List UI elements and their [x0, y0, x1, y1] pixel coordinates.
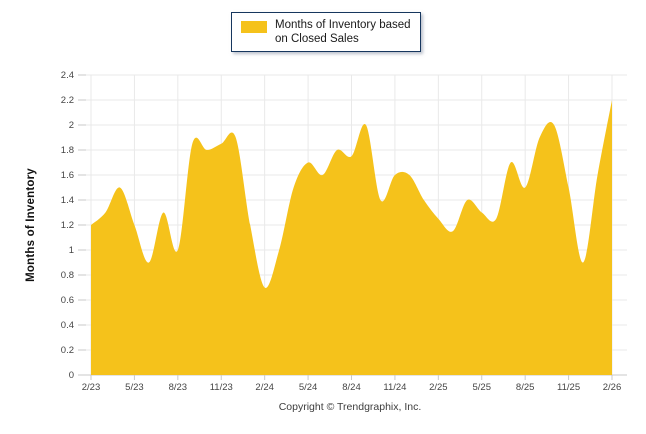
- legend-swatch-icon: [241, 21, 267, 34]
- legend-label-line2: on Closed Sales: [275, 33, 359, 46]
- y-tick-label: 2.4: [61, 70, 74, 81]
- x-tick-label: 5/25: [473, 382, 492, 393]
- copyright-text: Copyright © Trendgraphix, Inc.: [278, 401, 422, 413]
- y-tick-label: 1.8: [61, 145, 74, 156]
- y-tick-label: 2: [69, 120, 74, 131]
- x-tick-label: 11/24: [383, 382, 406, 393]
- x-tick-label: 11/23: [210, 382, 233, 393]
- y-tick-label: 0: [69, 370, 74, 381]
- x-tick-label: 5/24: [299, 382, 318, 393]
- x-tick-label: 11/25: [557, 382, 580, 393]
- y-tick-label: 1.4: [61, 195, 74, 206]
- y-tick-label: 2.2: [61, 95, 74, 106]
- y-tick-label: 0.6: [61, 295, 74, 306]
- y-tick-label: 0.2: [61, 345, 74, 356]
- x-tick-label: 2/24: [255, 382, 274, 393]
- y-tick-label: 1.6: [61, 170, 74, 181]
- legend: Months of Inventory based on Closed Sale…: [231, 12, 421, 53]
- x-tick-label: 8/24: [342, 382, 361, 393]
- x-tick-label: 5/23: [125, 382, 144, 393]
- y-tick-label: 1.2: [61, 220, 74, 231]
- x-tick-label: 8/25: [516, 382, 535, 393]
- x-tick-label: 2/25: [429, 382, 448, 393]
- inventory-area-series: [91, 100, 612, 375]
- x-tick-label: 2/26: [603, 382, 622, 393]
- x-tick-label: 8/23: [169, 382, 188, 393]
- x-tick-label: 2/23: [82, 382, 101, 393]
- legend-label: Months of Inventory based on Closed Sale…: [275, 18, 411, 46]
- y-tick-label: 0.8: [61, 270, 74, 281]
- legend-label-line1: Months of Inventory based: [275, 19, 411, 31]
- y-tick-label: 0.4: [61, 320, 74, 331]
- y-tick-label: 1: [69, 245, 74, 256]
